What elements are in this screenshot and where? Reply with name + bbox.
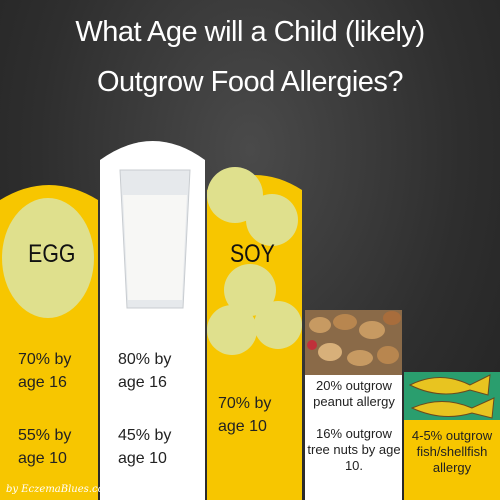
milk — [123, 195, 187, 300]
stat: 55% by age 10 — [18, 427, 72, 467]
egg-shape — [2, 198, 94, 318]
column-label: EGG — [28, 240, 76, 268]
stat: 70% by age 16 — [18, 351, 72, 391]
stat: 20% outgrow peanut allergy — [313, 378, 395, 409]
title-line: What Age will a Child (likely) — [75, 16, 425, 48]
stat: 4-5% outgrow fish/shellfish allergy — [411, 428, 493, 475]
column-label: SOY — [229, 240, 275, 268]
credit: by EczemaBlues.com — [6, 484, 114, 495]
fish — [408, 374, 495, 419]
soybeans — [207, 167, 302, 355]
stat: 70% by age 10 — [218, 395, 272, 435]
title-line: Outgrow Food Allergies? — [96, 66, 404, 98]
stat: 80% by age 16 — [118, 351, 172, 391]
nuts — [307, 311, 401, 366]
stat: 45% by age 10 — [118, 427, 172, 467]
stat: 16% outgrow tree nuts by age 10. — [307, 426, 401, 473]
